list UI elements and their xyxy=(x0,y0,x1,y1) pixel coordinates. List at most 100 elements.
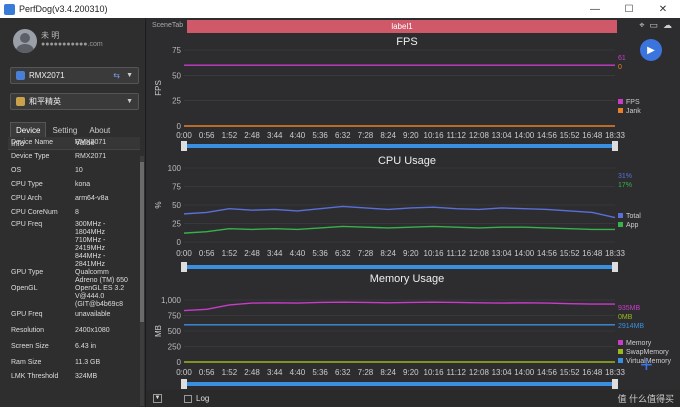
add-button[interactable]: + xyxy=(640,352,653,377)
x-tick-label: 12:08 xyxy=(469,249,490,258)
x-tick-label: 11:12 xyxy=(446,131,466,140)
y-tick-label: 50 xyxy=(172,71,181,80)
series-line-total xyxy=(183,205,616,219)
chevron-down-icon: ▼ xyxy=(126,98,133,105)
app-select-value: 和平精英 xyxy=(29,97,61,106)
x-tick-label: 8:24 xyxy=(380,249,396,258)
cloud-icon[interactable]: ☁ xyxy=(663,20,672,30)
play-button[interactable]: ▶ xyxy=(640,39,662,61)
folder-icon[interactable]: ▭ xyxy=(649,20,658,30)
x-tick-label: 10:16 xyxy=(424,368,445,377)
x-tick-label: 1:52 xyxy=(222,249,238,258)
x-tick-label: 16:48 xyxy=(582,368,603,377)
x-tick-label: 9:20 xyxy=(403,249,419,258)
info-value: 2400x1080 xyxy=(75,327,110,334)
x-tick-label: 15:52 xyxy=(560,249,581,258)
info-value: 300MHz - 1804MHz 710MHz - 2419MHz 844MHz… xyxy=(75,221,106,268)
info-key: Ram Size xyxy=(11,359,42,366)
tab-about[interactable]: About xyxy=(89,126,111,135)
close-button[interactable]: ✕ xyxy=(658,3,668,15)
x-tick-label: 3:44 xyxy=(267,249,283,258)
x-tick-label: 16:48 xyxy=(582,131,603,140)
x-tick-label: 2:48 xyxy=(244,249,260,258)
legend-label: FPS xyxy=(626,99,640,106)
x-tick-label: 1:52 xyxy=(222,131,238,140)
x-tick-label: 9:20 xyxy=(403,368,419,377)
x-tick-label: 4:40 xyxy=(290,131,306,140)
info-value: 6.43 in xyxy=(75,343,97,350)
collapse-icon[interactable]: ▼ xyxy=(153,394,162,403)
avatar[interactable] xyxy=(13,29,37,53)
x-tick-label: 12:08 xyxy=(469,368,490,377)
y-axis-label: % xyxy=(154,201,163,208)
table-row: CPU Freq 300MHz - 1804MHz 710MHz - 2419MH… xyxy=(8,221,140,269)
x-tick-label: 0:00 xyxy=(176,131,192,140)
y-tick-label: 0 xyxy=(177,122,182,131)
x-tick-label: 2:48 xyxy=(244,131,260,140)
info-key: Resolution xyxy=(11,327,45,334)
info-key: CPU CoreNum xyxy=(11,209,58,216)
info-value: 8 xyxy=(75,209,79,216)
y-tick-label: 250 xyxy=(168,343,182,352)
info-value: 324MB xyxy=(75,373,98,380)
series-value-label: 61 xyxy=(618,55,626,62)
table-row: CPU CoreNum 8 xyxy=(8,209,140,217)
sidebar-scrollbar[interactable] xyxy=(140,156,144,406)
location-pin-icon[interactable]: ⌖ xyxy=(639,20,645,30)
info-key: GPU Freq xyxy=(11,311,43,318)
legend-swatch xyxy=(618,213,623,218)
legend-swatch xyxy=(618,358,623,363)
time-range-slider xyxy=(184,382,615,386)
info-value: Qualcomm Adreno (TM) 650 xyxy=(75,269,128,284)
legend-swatch xyxy=(618,340,623,345)
legend-label: Memory xyxy=(626,340,652,347)
x-tick-label: 6:32 xyxy=(335,368,351,377)
tab-device[interactable]: Device xyxy=(10,122,47,137)
x-tick-label: 5:36 xyxy=(312,131,328,140)
table-row: LMK Threshold 324MB xyxy=(8,373,140,381)
legend-label: Jank xyxy=(626,108,641,115)
table-row: Device Type RMX2071 xyxy=(8,153,140,161)
range-handle-right xyxy=(612,262,618,272)
app-icon xyxy=(16,97,25,106)
table-row: GPU Freq unavailable xyxy=(8,311,140,319)
x-tick-label: 18:33 xyxy=(605,131,626,140)
log-checkbox[interactable] xyxy=(184,394,192,403)
scene-tab[interactable]: SceneTab xyxy=(152,22,184,29)
x-tick-label: 0:00 xyxy=(176,368,192,377)
info-value: unavailable xyxy=(75,311,111,318)
y-tick-label: 75 xyxy=(172,183,181,192)
tab-setting[interactable]: Setting xyxy=(52,126,78,135)
table-row: CPU Type kona xyxy=(8,181,140,189)
x-tick-label: 14:00 xyxy=(514,368,535,377)
x-tick-label: 14:00 xyxy=(514,249,535,258)
time-range-slider xyxy=(184,144,615,148)
series-value-label: 31% xyxy=(618,173,632,180)
info-key: Screen Size xyxy=(11,343,49,350)
main-panel: SceneTab label1 ⌖ ▭ ☁ FPS CPU Usage Memo… xyxy=(147,18,680,407)
series-value-label: 0MB xyxy=(618,314,633,321)
series-value-label: 935MB xyxy=(618,305,641,312)
series-line-memory xyxy=(183,301,615,312)
app-select[interactable]: 和平精英 ▼ xyxy=(10,93,139,110)
legend-swatch xyxy=(618,99,623,104)
y-tick-label: 100 xyxy=(168,164,182,173)
x-tick-label: 0:56 xyxy=(199,249,215,258)
x-tick-label: 4:40 xyxy=(290,249,306,258)
legend-swatch xyxy=(618,108,623,113)
y-axis-label: MB xyxy=(154,325,163,337)
x-tick-label: 3:44 xyxy=(267,131,283,140)
x-tick-label: 14:56 xyxy=(537,131,558,140)
sidebar: 未 明 ●●●●●●●●●●●.com RMX2071 ⇆ ▼ 和平精英 ▼ D… xyxy=(0,18,146,407)
range-handle-right xyxy=(612,141,618,151)
y-tick-label: 25 xyxy=(172,220,181,229)
device-select[interactable]: RMX2071 ⇆ ▼ xyxy=(10,67,139,84)
label-bar[interactable]: label1 xyxy=(187,20,617,33)
x-tick-label: 18:33 xyxy=(605,368,626,377)
user-name: 未 明 xyxy=(41,31,60,40)
x-tick-label: 1:52 xyxy=(222,368,238,377)
info-key: OS xyxy=(11,167,22,174)
maximize-button[interactable]: ☐ xyxy=(624,3,634,15)
x-tick-label: 13:04 xyxy=(492,249,513,258)
minimize-button[interactable]: — xyxy=(590,3,600,15)
